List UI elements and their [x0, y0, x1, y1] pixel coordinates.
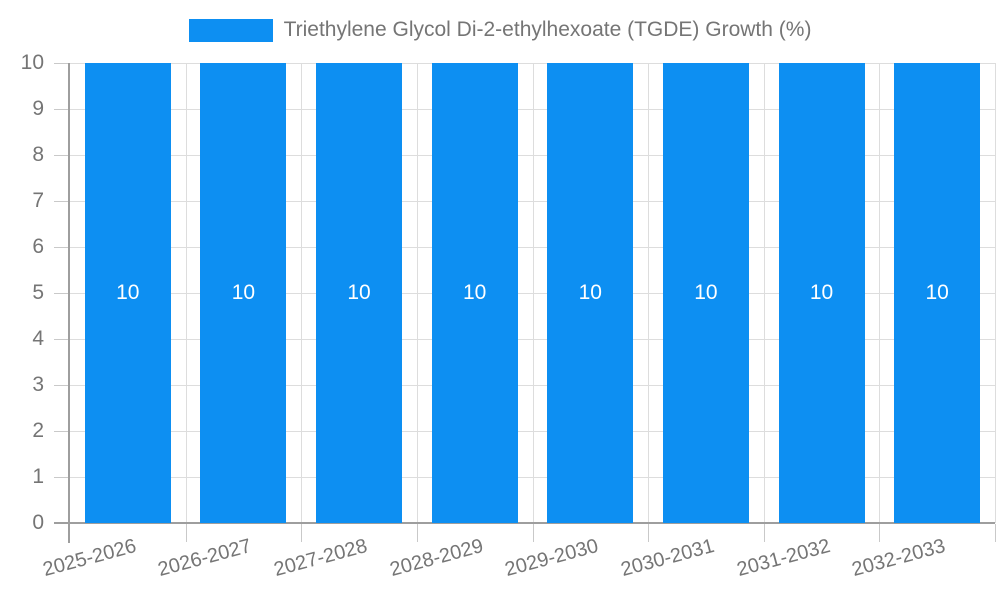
y-axis-line	[68, 63, 70, 543]
y-tick-label: 2	[32, 419, 44, 442]
x-axis-tick	[416, 524, 418, 542]
y-tick-label: 4	[32, 327, 44, 350]
x-axis-tick	[763, 524, 765, 542]
x-gridline	[763, 63, 765, 523]
y-tick-label: 1	[32, 465, 44, 488]
y-axis-tick	[54, 201, 70, 202]
x-axis-tick	[185, 524, 187, 542]
bar: 10	[200, 63, 287, 523]
bar: 10	[316, 63, 403, 523]
bar-value-label: 10	[578, 281, 602, 304]
y-axis-tick	[54, 477, 70, 478]
y-tick-label: 8	[32, 143, 44, 166]
bar-value-label: 10	[347, 281, 371, 304]
y-tick-label: 0	[32, 511, 44, 534]
bar: 10	[84, 63, 171, 523]
x-axis-tick	[301, 524, 303, 542]
y-tick-label: 5	[32, 281, 44, 304]
legend-swatch-icon[interactable]	[188, 18, 273, 42]
x-axis-line	[54, 522, 995, 524]
bar: 10	[662, 63, 749, 523]
x-gridline	[185, 63, 187, 523]
y-axis-tick	[54, 109, 70, 110]
y-tick-label: 6	[32, 235, 44, 258]
y-axis-tick	[54, 155, 70, 156]
y-axis-tick	[54, 431, 70, 432]
x-gridline	[301, 63, 303, 523]
x-gridline	[416, 63, 418, 523]
x-gridline	[532, 63, 534, 523]
x-axis-tick	[648, 524, 650, 542]
x-axis-tick	[995, 524, 996, 542]
y-tick-label: 7	[32, 189, 44, 212]
plot-area: 0 1 2 3 4 5 6 7 8 9 10 10 10 10 10 10 10 10 10 2025-2026 202…	[21, 52, 996, 581]
y-axis-tick	[54, 63, 70, 64]
y-tick-label: 3	[32, 373, 44, 396]
chart-legend: Triethylene Glycol Di-2-ethylhexoate (TG…	[0, 18, 1000, 42]
x-gridline	[879, 63, 881, 523]
bar-value-label: 10	[809, 281, 834, 304]
y-axis-tick	[54, 339, 70, 340]
bar-value-label: 10	[463, 281, 487, 304]
bar-value-label: 10	[231, 281, 256, 304]
y-axis-tick	[54, 247, 70, 248]
bar: 10	[778, 63, 865, 523]
x-gridline	[648, 63, 650, 523]
bar: 10	[431, 63, 518, 523]
bar: 10	[547, 63, 634, 523]
y-tick-label: 9	[32, 97, 44, 120]
y-axis-tick	[54, 385, 70, 386]
x-axis-tick	[532, 524, 534, 542]
x-axis-tick	[879, 524, 881, 542]
bar-value-label: 10	[925, 281, 949, 304]
bar-value-label: 10	[116, 281, 140, 304]
y-tick-label: 10	[20, 51, 44, 74]
x-gridline	[995, 63, 996, 523]
bar: 10	[894, 63, 981, 523]
y-axis-tick	[54, 293, 70, 294]
legend-series-label[interactable]: Triethylene Glycol Di-2-ethylhexoate (TG…	[283, 18, 812, 41]
bar-value-label: 10	[694, 281, 718, 304]
